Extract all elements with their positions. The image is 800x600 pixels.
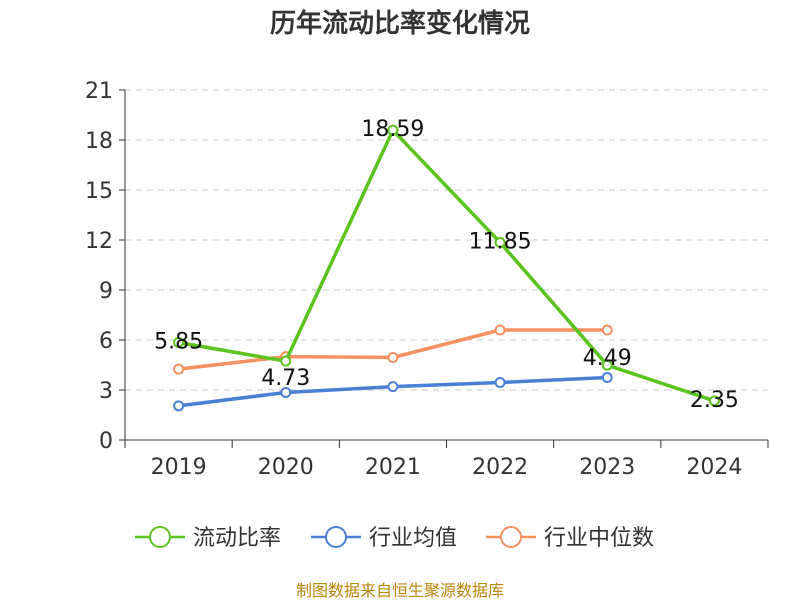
source-note: 制图数据来自恒生聚源数据库 <box>296 581 504 600</box>
x-tick-label: 2020 <box>258 455 314 480</box>
data-point <box>601 359 613 371</box>
legend: 流动比率 行业均值 行业中位数 <box>135 526 654 551</box>
series-group <box>173 124 720 412</box>
y-tick-label: 9 <box>99 279 113 304</box>
y-tick-label: 0 <box>99 429 113 454</box>
legend-marker <box>325 526 347 548</box>
data-point <box>173 400 185 412</box>
legend-marker <box>500 526 522 548</box>
data-label: 4.73 <box>261 366 310 391</box>
data-label: 2.35 <box>690 388 739 413</box>
y-tick-label: 18 <box>85 129 113 154</box>
data-point <box>601 324 613 336</box>
data-point <box>601 372 613 383</box>
data-label: 5.85 <box>154 330 203 355</box>
series-line <box>178 328 608 371</box>
data-point <box>494 377 506 388</box>
data-point <box>494 237 506 248</box>
data-point <box>494 324 506 336</box>
x-tick-label: 2021 <box>365 455 421 480</box>
y-tick-label: 12 <box>85 229 113 254</box>
y-tick-label: 3 <box>99 379 113 404</box>
y-tick-label: 21 <box>85 79 113 104</box>
y-tick-label: 15 <box>85 179 113 204</box>
chart-title: 历年流动比率变化情况 <box>270 8 530 39</box>
data-label: 18.59 <box>361 117 424 142</box>
legend-marker <box>149 526 171 548</box>
data-label: 4.49 <box>583 346 632 371</box>
x-tick-label: 2024 <box>686 455 742 480</box>
data-point <box>280 355 292 367</box>
data-point <box>173 337 185 348</box>
series-line <box>178 128 715 403</box>
data-point <box>280 387 292 398</box>
x-tick-label: 2023 <box>579 455 635 480</box>
axes: 0 3 6 9 12 15 18 21 2019 2020 2021 2022 2023 2024 <box>85 79 769 480</box>
legend-label: 流动比率 <box>193 526 281 551</box>
data-labels: 5.85 4.73 18.59 11.85 4.49 2.35 <box>154 117 739 413</box>
x-tick-label: 2019 <box>151 455 207 480</box>
data-label: 11.85 <box>469 230 532 255</box>
data-point <box>387 352 399 363</box>
data-point <box>387 381 399 393</box>
data-point <box>708 395 720 407</box>
grid-lines <box>125 89 768 391</box>
data-point <box>173 363 185 375</box>
y-tick-label: 6 <box>99 329 113 354</box>
x-tick-label: 2022 <box>472 455 528 480</box>
legend-label: 行业均值 <box>369 526 457 551</box>
legend-label: 行业中位数 <box>544 526 654 551</box>
data-point <box>387 124 399 136</box>
